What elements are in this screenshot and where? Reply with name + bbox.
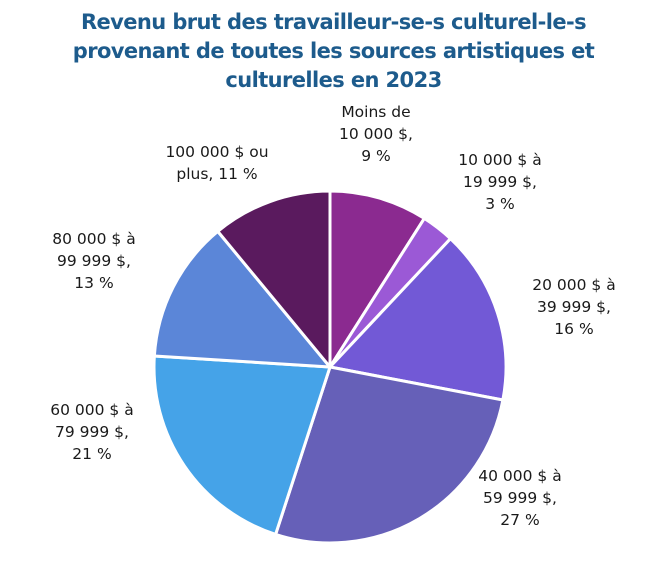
pie-slice-4 — [274, 365, 505, 545]
data-label-3-line-2: 39 999 $, — [537, 298, 611, 316]
pie-slice-3 — [328, 237, 508, 402]
data-label-5-line-1: 60 000 $ à — [50, 401, 133, 419]
data-label-1-line-1: Moins de — [341, 103, 410, 121]
data-label-2-line-3: 3 % — [485, 195, 515, 213]
data-label-1-line-3: 9 % — [361, 147, 391, 165]
pie-data-labels: Moins de 10 000 $, 9 % 10 000 $ à 19 999 $, 3… — [50, 103, 615, 529]
chart-title-line-1: Revenu brut des travailleur-se-s culture… — [80, 10, 587, 34]
data-label-3-line-1: 20 000 $ à — [532, 276, 615, 294]
data-label-6: 80 000 $ à 99 999 $, 13 % — [52, 230, 135, 292]
data-label-2: 10 000 $ à 19 999 $, 3 % — [458, 151, 541, 213]
chart-title-line-3: culturelles en 2023 — [225, 68, 442, 92]
data-label-4-line-1: 40 000 $ à — [478, 467, 561, 485]
data-label-1-line-2: 10 000 $, — [339, 125, 413, 143]
pie-slice-6 — [152, 229, 332, 369]
pie-slice-7 — [216, 189, 332, 369]
data-label-6-line-1: 80 000 $ à — [52, 230, 135, 248]
data-label-6-line-3: 13 % — [74, 274, 113, 292]
chart-title: Revenu brut des travailleur-se-s culture… — [0, 8, 667, 95]
pie-slices — [152, 189, 508, 545]
data-label-2-line-2: 19 999 $, — [463, 173, 537, 191]
data-label-1: Moins de 10 000 $, 9 % — [339, 103, 413, 165]
pie-slice-1 — [328, 189, 426, 369]
pie-slice-5 — [152, 354, 332, 536]
data-label-7: 100 000 $ ou plus, 11 % — [165, 143, 268, 183]
data-label-4-line-3: 27 % — [500, 511, 539, 529]
data-label-3: 20 000 $ à 39 999 $, 16 % — [532, 276, 615, 338]
data-label-4: 40 000 $ à 59 999 $, 27 % — [478, 467, 561, 529]
data-label-7-line-2: plus, 11 % — [176, 165, 257, 183]
data-label-2-line-1: 10 000 $ à — [458, 151, 541, 169]
data-label-4-line-2: 59 999 $, — [483, 489, 557, 507]
data-label-5-line-3: 21 % — [72, 445, 111, 463]
data-label-7-line-1: 100 000 $ ou — [165, 143, 268, 161]
chart-title-line-2: provenant de toutes les sources artistiq… — [72, 39, 595, 63]
data-label-5: 60 000 $ à 79 999 $, 21 % — [50, 401, 133, 463]
data-label-5-line-2: 79 999 $, — [55, 423, 129, 441]
data-label-6-line-2: 99 999 $, — [57, 252, 131, 270]
data-label-3-line-3: 16 % — [554, 320, 593, 338]
